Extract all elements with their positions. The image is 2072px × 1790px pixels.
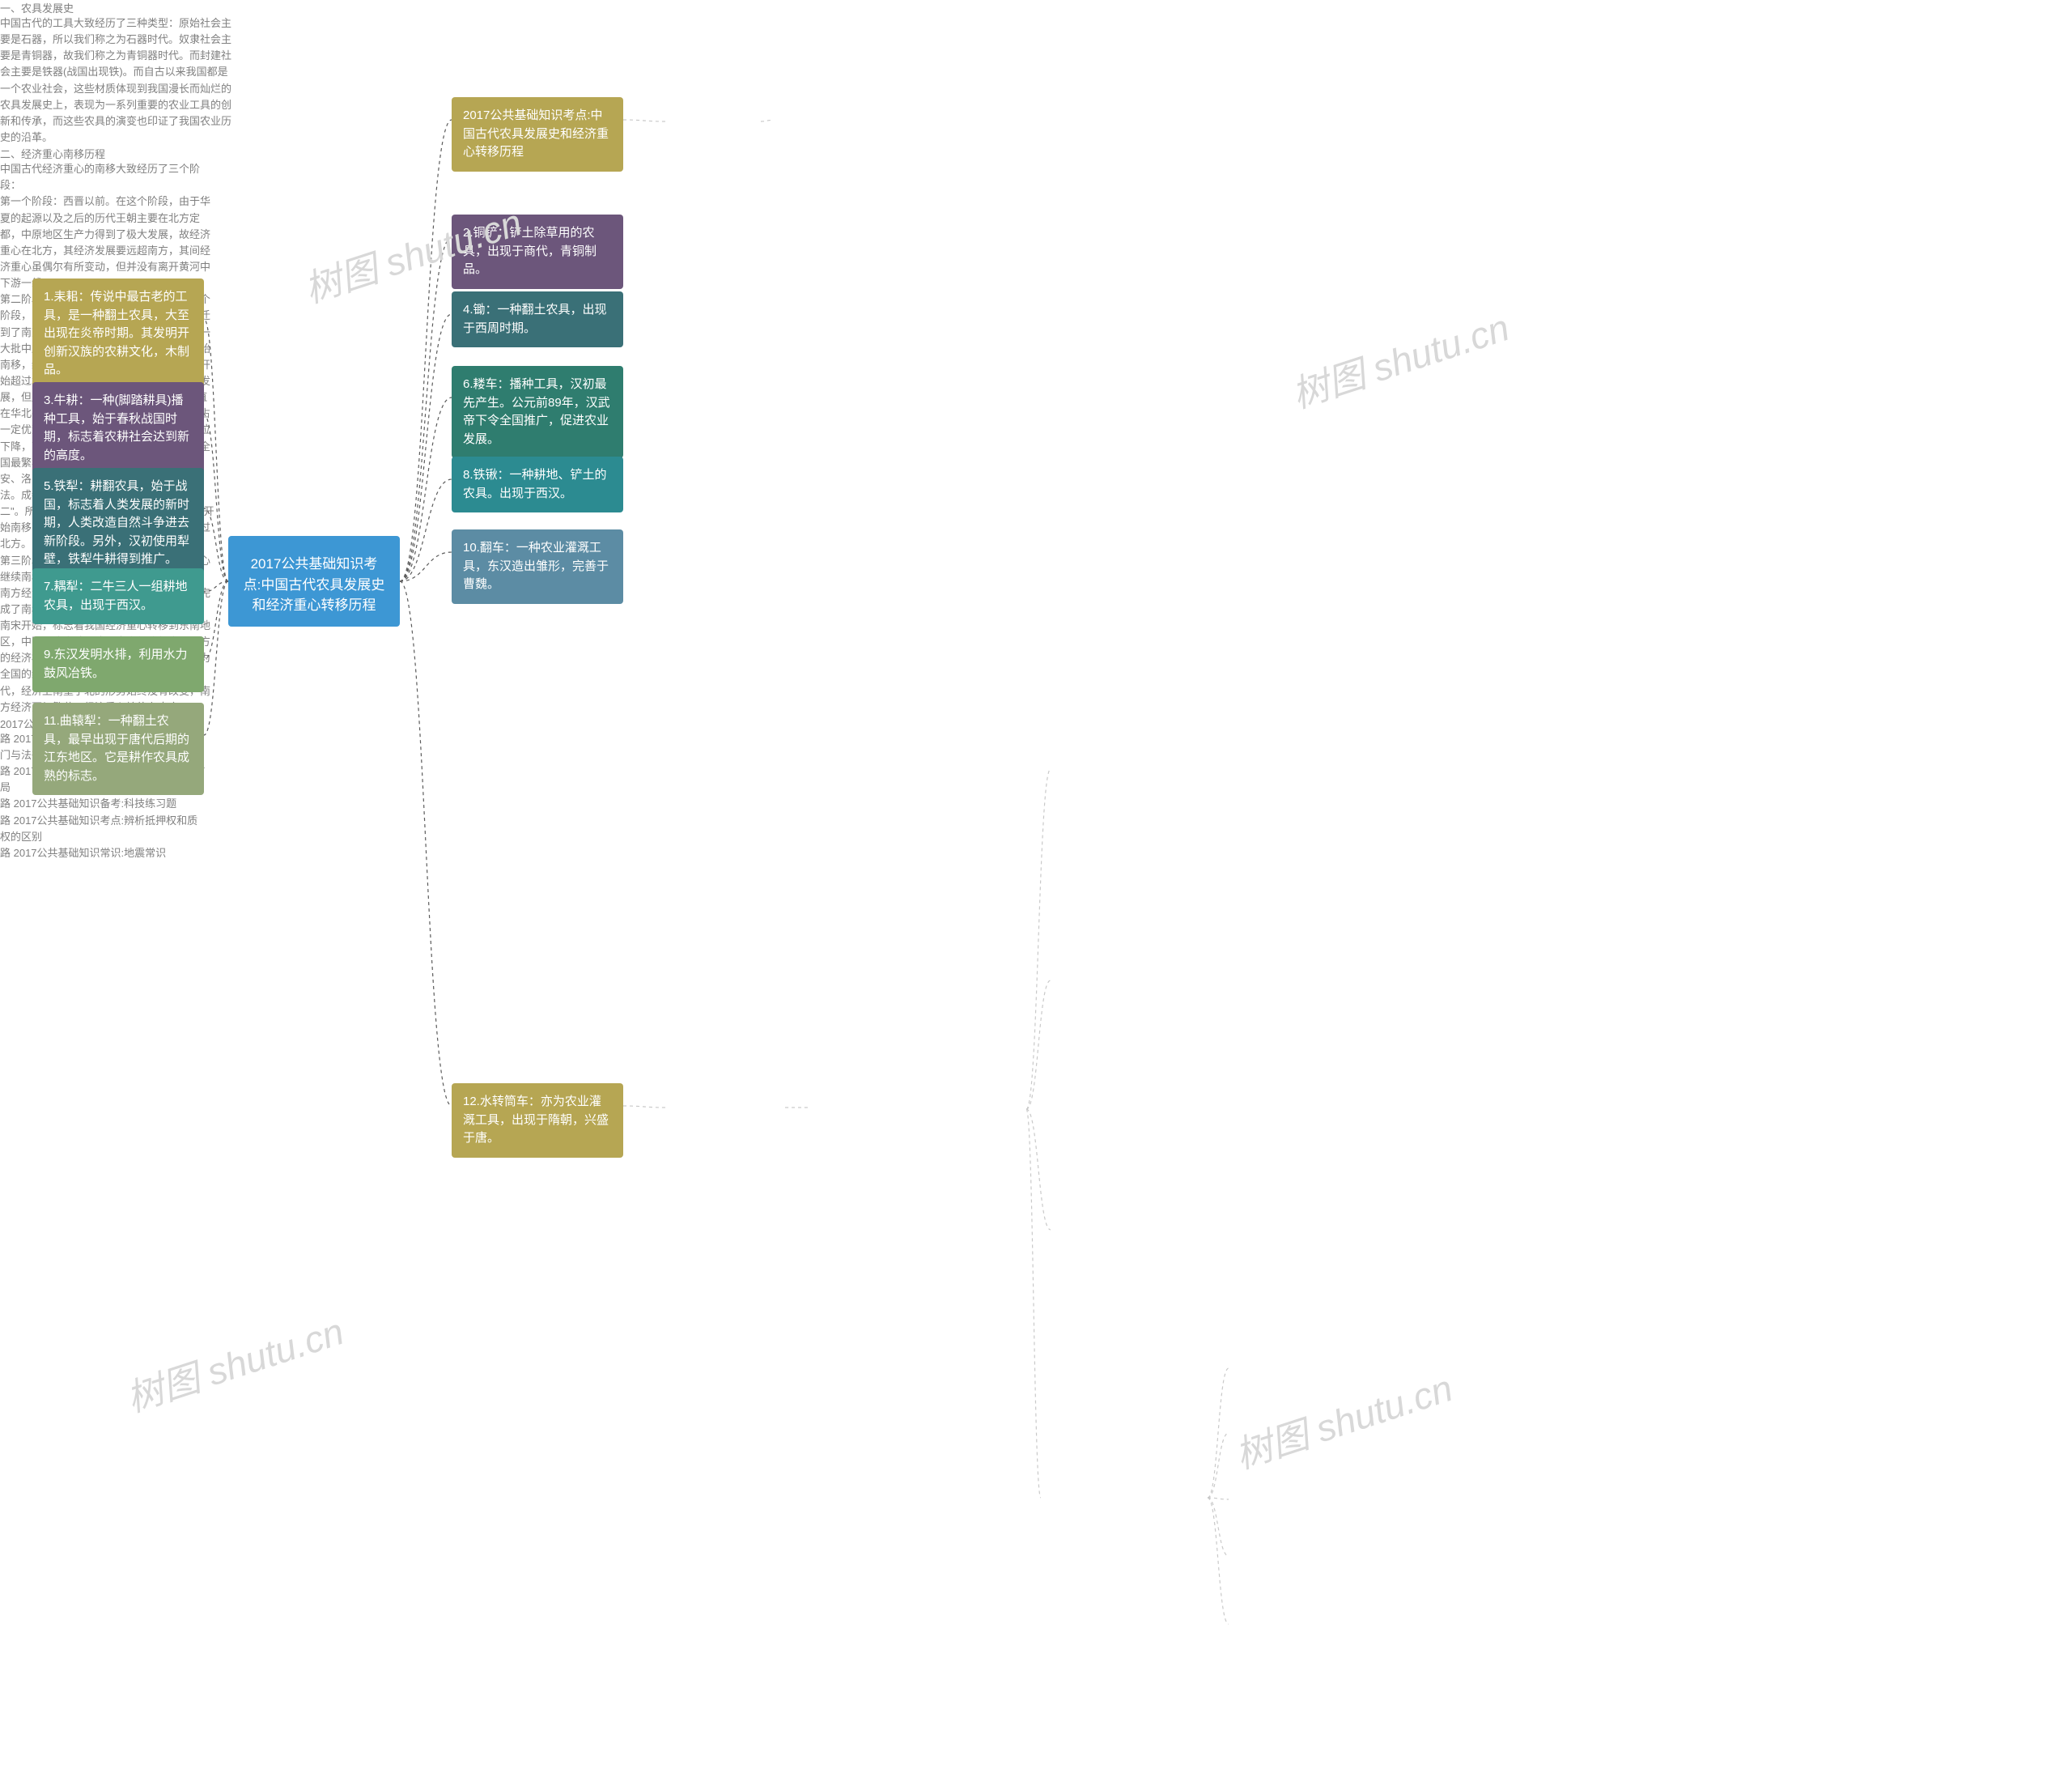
left-node-6[interactable]: 11.曲辕犁：一种翻土农具，最早出现于唐代后期的江东地区。它是耕作农具成熟的标志… — [32, 703, 204, 795]
watermark-3: 树图 shutu.cn — [1228, 1359, 1458, 1480]
appendix-item-4: 路 2017公共基础知识考点:辨析抵押权和质权的区别 — [0, 813, 206, 845]
econ-intro: 中国古代经济重心的南移大致经历了三个阶段： — [0, 161, 210, 193]
appendix-item-3: 路 2017公共基础知识备考:科技练习题 — [0, 796, 206, 812]
right-node-2[interactable]: 2.铜铲：铲土除草用的农具，出现于商代，青铜制品。 — [452, 215, 623, 289]
right-node-4[interactable]: 6.耧车：播种工具，汉初最先产生。公元前89年，汉武帝下令全国推广，促进农业发展… — [452, 366, 623, 458]
root-node[interactable]: 2017公共基础知识考点:中国古代农具发展史和经济重心转移历程 — [228, 536, 400, 627]
watermark-1: 树图 shutu.cn — [1284, 299, 1515, 419]
left-node-2[interactable]: 3.牛耕：一种(脚踏耕具)播种工具，始于春秋战国时期，标志着农耕社会达到新的高度… — [32, 382, 204, 474]
left-node-3[interactable]: 5.铁犁：耕翻农具，始于战国，标志着人类发展的新时期，人类改造自然斗争进去新阶段… — [32, 468, 204, 579]
left-node-4[interactable]: 7.耦犁：二牛三人一组耕地农具，出现于西汉。 — [32, 568, 204, 624]
right-node-3[interactable]: 4.锄：一种翻土农具，出现于西周时期。 — [452, 291, 623, 347]
right-node-5[interactable]: 8.铁锹：一种耕地、铲土的农具。出现于西汉。 — [452, 457, 623, 512]
right-node-6[interactable]: 10.翻车：一种农业灌溉工具，东汉造出雏形，完善于曹魏。 — [452, 529, 623, 604]
left-node-5[interactable]: 9.东汉发明水排，利用水力鼓风冶铁。 — [32, 636, 204, 692]
mindmap-canvas: 2017公共基础知识考点:中国古代农具发展史和经济重心转移历程 1.耒耜：传说中最… — [0, 0, 2072, 1790]
left-node-1[interactable]: 1.耒耜：传说中最古老的工具，是一种翻土农具，大至出现在炎帝时期。其发明开创新汉… — [32, 278, 204, 389]
section-label-6: 二、经济重心南移历程 — [0, 146, 2072, 161]
leaf-agri-history: 中国古代的工具大致经历了三种类型：原始社会主要是石器，所以我们称之为石器时代。奴… — [0, 15, 238, 146]
connector-layer — [0, 0, 2072, 1790]
appendix-item-5: 路 2017公共基础知识常识:地震常识 — [0, 845, 206, 861]
section-label-0: 一、农具发展史 — [0, 0, 2072, 15]
right-node-7[interactable]: 12.水转筒车：亦为农业灌溉工具，出现于隋朝，兴盛于唐。 — [452, 1083, 623, 1158]
right-node-1[interactable]: 2017公共基础知识考点:中国古代农具发展史和经济重心转移历程 — [452, 97, 623, 172]
econ-stage-1: 第一个阶段：西晋以前。在这个阶段，由于华夏的起源以及之后的历代王朝主要在北方定都… — [0, 193, 217, 291]
watermark-2: 树图 shutu.cn — [119, 1303, 350, 1423]
